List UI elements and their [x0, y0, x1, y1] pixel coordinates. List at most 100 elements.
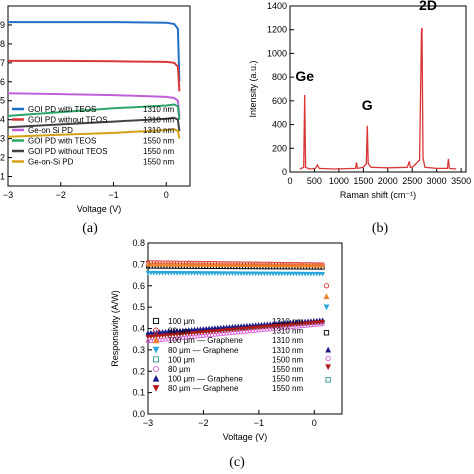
data-point [203, 330, 209, 335]
data-point [218, 271, 224, 276]
legend-label: 100 μm [168, 317, 195, 326]
data-point [296, 262, 302, 268]
data-point [168, 328, 174, 334]
data-point [148, 329, 154, 335]
y-tick-label: 0.7 [132, 259, 145, 269]
data-point [152, 385, 160, 392]
data-point [299, 262, 305, 268]
legend-wavelength: 1310 nm [143, 105, 174, 114]
data-point [192, 262, 197, 267]
data-point [148, 270, 154, 276]
data-point [171, 261, 177, 267]
y-tick-label: .4 [0, 115, 5, 125]
data-point [154, 270, 160, 276]
data-point [218, 328, 224, 334]
data-point [302, 271, 308, 277]
data-point [212, 271, 218, 276]
y-tick-label: .2 [0, 153, 5, 163]
data-point [294, 322, 299, 327]
data-point [198, 271, 203, 276]
data-point [305, 271, 311, 277]
series-line [8, 21, 181, 82]
data-point [192, 271, 197, 276]
x-tick-label: −1 [254, 418, 264, 428]
series-line [8, 59, 181, 92]
data-point [206, 329, 212, 335]
data-point [323, 304, 330, 311]
data-point [256, 271, 261, 277]
data-point [323, 293, 330, 300]
data-point [238, 262, 244, 267]
data-point [177, 261, 183, 267]
data-point [227, 262, 232, 267]
peak-annotation: 2D [419, 0, 437, 13]
data-point [206, 271, 212, 276]
y-tick-label: 600 [272, 96, 287, 106]
data-point [244, 271, 250, 277]
y-axis-label: Responsivity (A/W) [110, 290, 120, 367]
data-point [305, 321, 311, 326]
x-tick-label: −2 [56, 190, 66, 200]
legend-wavelength: 1310 nm [272, 317, 303, 326]
legend-wavelength: 1550 nm [272, 365, 303, 374]
y-tick-label: .3 [0, 134, 5, 144]
data-point [232, 327, 238, 333]
x-tick-label: 0 [312, 418, 317, 428]
data-point [168, 333, 174, 338]
y-tick-label: .6 [0, 77, 5, 87]
y-tick-label: 0.3 [132, 345, 145, 355]
data-point [200, 262, 206, 267]
series-line [7, 116, 181, 132]
data-point [267, 324, 273, 330]
plot-frame [289, 5, 467, 173]
data-point [288, 262, 293, 268]
data-point [145, 270, 151, 276]
data-point [317, 271, 323, 277]
x-tick-label: −3 [3, 190, 13, 200]
data-point [276, 271, 282, 277]
data-point [195, 262, 200, 267]
data-point [282, 262, 288, 268]
data-point [270, 262, 276, 268]
data-point [302, 262, 308, 268]
data-point [154, 334, 160, 339]
data-point [230, 271, 235, 277]
data-point [296, 271, 302, 277]
data-point [163, 270, 168, 276]
data-point [171, 332, 177, 338]
data-point [215, 262, 221, 267]
x-tick-label: −3 [143, 418, 153, 428]
data-point [227, 328, 232, 333]
data-point [174, 271, 180, 276]
y-tick-label: 0.8 [132, 238, 145, 248]
data-point [183, 327, 189, 333]
y-tick-label: 0.0 [132, 409, 145, 419]
data-point [157, 329, 162, 334]
y-tick-label: .8 [0, 39, 5, 49]
data-point [195, 271, 200, 276]
data-point [308, 271, 314, 277]
data-point [215, 329, 221, 334]
data-point [250, 326, 256, 331]
x-axis-label: Raman shift (cm⁻¹) [340, 190, 416, 200]
y-tick-label: 0.5 [132, 302, 145, 312]
data-point [148, 334, 154, 340]
data-point [259, 325, 264, 330]
data-point [200, 271, 206, 276]
x-tick-label: 1500 [353, 176, 373, 186]
data-point [145, 261, 151, 267]
data-point [247, 262, 253, 268]
data-point [232, 271, 238, 277]
data-point [305, 262, 311, 268]
data-point [183, 262, 189, 267]
data-point [212, 262, 218, 267]
data-point [212, 329, 218, 334]
panel-label-b: (b) [372, 221, 389, 236]
data-point [323, 330, 330, 336]
legend-label: 80 μm — Graphene [168, 384, 239, 393]
data-point [157, 334, 162, 339]
data-point [160, 329, 165, 334]
peak-annotation: Ge [295, 68, 314, 84]
data-point [241, 326, 247, 332]
data-point [221, 328, 226, 334]
